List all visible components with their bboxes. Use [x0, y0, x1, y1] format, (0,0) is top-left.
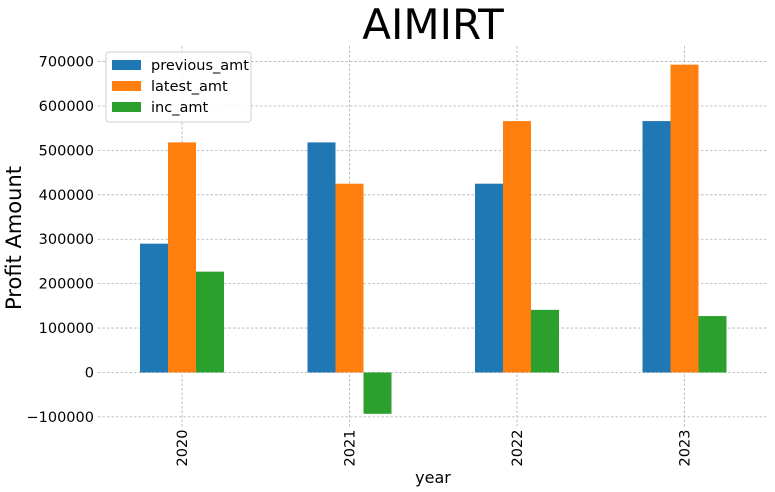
legend-entry: previous_amt: [151, 58, 249, 74]
y-tick-label: −100000: [26, 410, 94, 426]
bar-previous_amt: [643, 121, 671, 372]
x-tick-label: 2022: [510, 430, 526, 467]
y-axis-label: Profit Amount: [2, 166, 26, 310]
x-axis-label: year: [415, 468, 451, 487]
bar-latest_amt: [671, 65, 699, 373]
y-axis-ticks: −100000 0 100000 200000 300000 400000 500000 60…: [26, 55, 94, 426]
y-tick-label: 700000: [39, 55, 94, 71]
bar-latest_amt: [336, 184, 364, 373]
bar-inc_amt: [699, 316, 727, 372]
bar-inc_amt: [196, 272, 224, 373]
y-tick-label: 300000: [39, 232, 94, 248]
bar-previous_amt: [475, 184, 503, 373]
bar-latest_amt: [503, 121, 531, 372]
bar-previous_amt: [140, 244, 168, 373]
x-tick-label: 2020: [175, 430, 191, 467]
x-axis-ticks: 2020 2021 2022 2023: [175, 430, 694, 467]
y-tick-label: 200000: [39, 277, 94, 293]
y-tick-label: 0: [85, 365, 94, 381]
chart-title: AIMIRT: [362, 0, 504, 49]
y-tick-label: 100000: [39, 321, 94, 337]
bar-inc_amt: [364, 372, 392, 413]
legend-swatch: [112, 60, 141, 70]
bar-latest_amt: [168, 142, 196, 372]
y-tick-label: 600000: [39, 99, 94, 115]
legend-swatch: [112, 81, 141, 91]
legend-entry: inc_amt: [151, 100, 208, 116]
y-tick-label: 500000: [39, 143, 94, 159]
bar-previous_amt: [308, 142, 336, 372]
legend-swatch: [112, 102, 141, 112]
bar-inc_amt: [531, 310, 559, 373]
legend-entry: latest_amt: [151, 79, 228, 95]
legend: previous_amt latest_amt inc_amt: [106, 52, 251, 122]
x-tick-label: 2021: [343, 430, 359, 467]
y-tick-label: 400000: [39, 188, 94, 204]
x-tick-label: 2023: [678, 430, 694, 467]
